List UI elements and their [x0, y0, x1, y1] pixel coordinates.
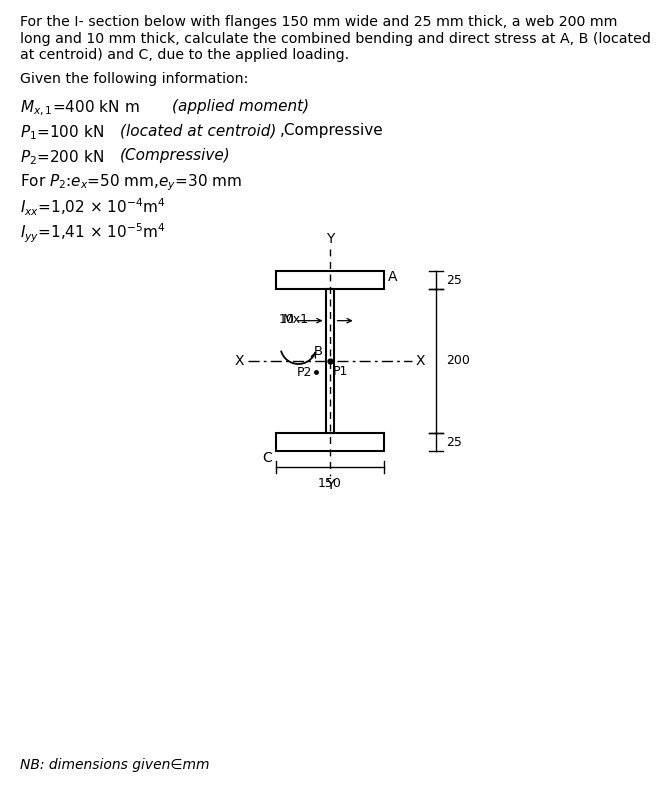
Text: X: X [235, 354, 244, 368]
Text: 25: 25 [446, 273, 462, 287]
Text: Y: Y [325, 232, 334, 246]
Text: (located at centroid): (located at centroid) [120, 123, 276, 138]
Bar [326, 289, 334, 433]
Text: Y: Y [325, 478, 334, 492]
Text: C: C [262, 451, 272, 465]
Text: For $P_2$:$e_x$=50 mm,$e_y$=30 mm: For $P_2$:$e_x$=50 mm,$e_y$=30 mm [20, 172, 242, 193]
Text: Mx1: Mx1 [282, 313, 308, 326]
Text: long and 10 mm thick, calculate the combined bending and direct stress at A, B (: long and 10 mm thick, calculate the comb… [20, 32, 651, 46]
Bar [276, 271, 384, 289]
Bar [276, 433, 384, 451]
Text: (applied moment): (applied moment) [172, 99, 309, 114]
Text: 200: 200 [446, 355, 470, 367]
Text: P2: P2 [296, 366, 311, 378]
Text: 150: 150 [318, 477, 342, 490]
Text: $I_{xx}$=1,02 $\times$ 10$^{-4}$m$^4$: $I_{xx}$=1,02 $\times$ 10$^{-4}$m$^4$ [20, 197, 165, 218]
Text: $I_{yy}$=1,41 $\times$ 10$^{-5}$m$^4$: $I_{yy}$=1,41 $\times$ 10$^{-5}$m$^4$ [20, 221, 165, 245]
Text: $P_1$=100 kN: $P_1$=100 kN [20, 123, 104, 142]
Text: $M_{x,1}$=400 kN m: $M_{x,1}$=400 kN m [20, 99, 139, 118]
Text: X: X [416, 354, 426, 368]
Text: For the I- section below with flanges 150 mm wide and 25 mm thick, a web 200 mm: For the I- section below with flanges 15… [20, 15, 618, 29]
Text: B: B [313, 345, 322, 358]
Text: (Compressive): (Compressive) [120, 148, 231, 163]
Text: 10: 10 [279, 313, 294, 326]
Text: $P_2$=200 kN: $P_2$=200 kN [20, 148, 104, 167]
Text: NB: dimensions given∈mm: NB: dimensions given∈mm [20, 758, 209, 772]
Text: A: A [388, 270, 398, 284]
Text: P1: P1 [333, 365, 348, 378]
Text: Given the following information:: Given the following information: [20, 73, 248, 86]
Text: ,Compressive: ,Compressive [280, 123, 384, 138]
Text: 25: 25 [446, 435, 462, 449]
Text: at centroid) and C, due to the applied loading.: at centroid) and C, due to the applied l… [20, 48, 349, 62]
